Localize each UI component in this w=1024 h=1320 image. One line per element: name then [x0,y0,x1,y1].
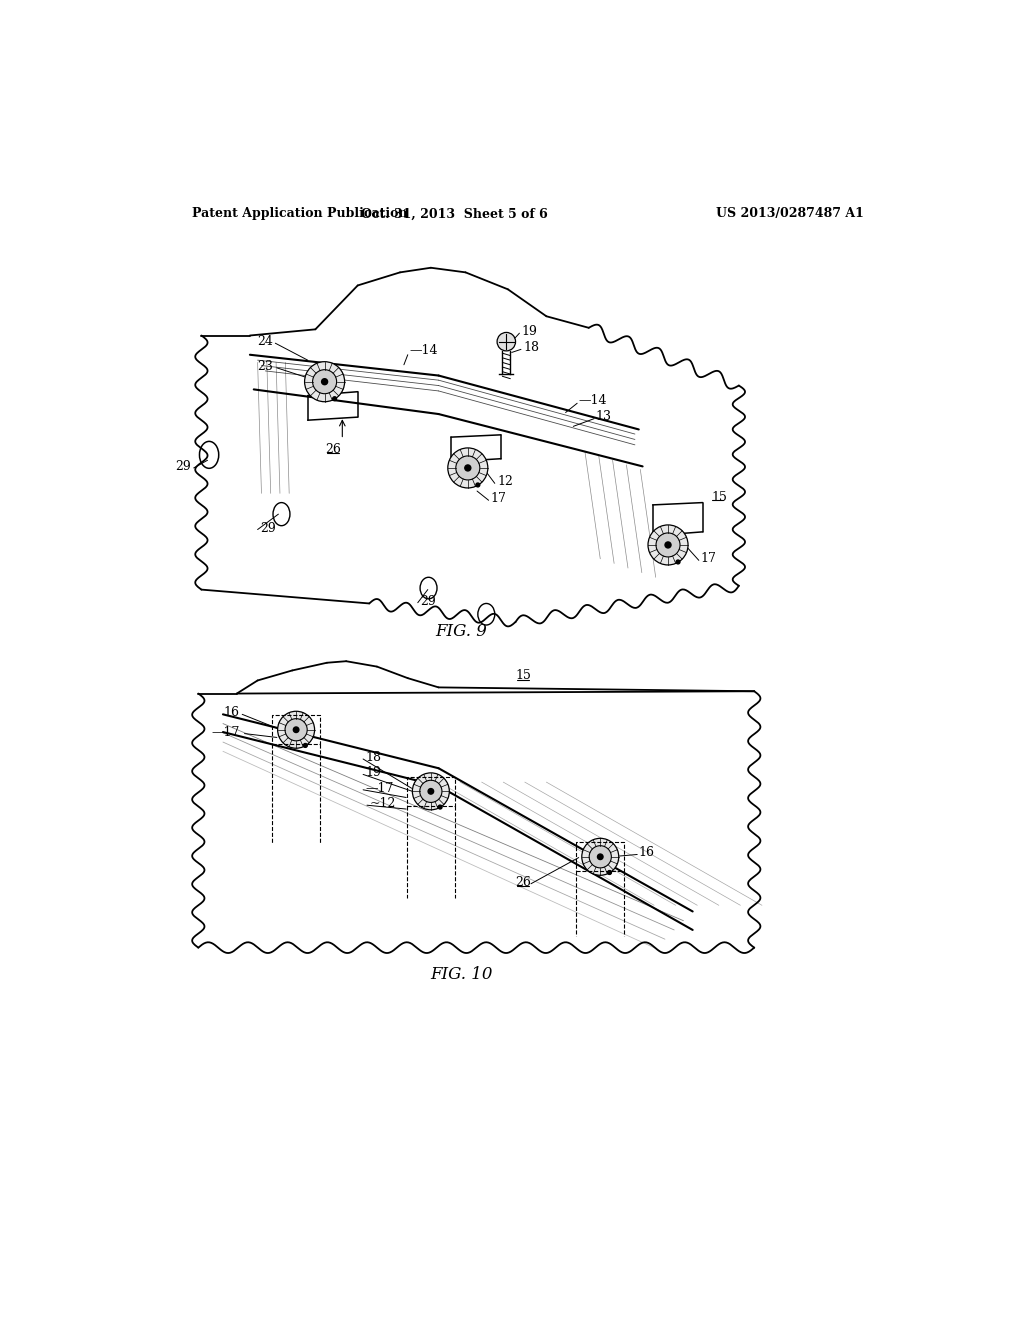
Text: FIG. 10: FIG. 10 [430,966,493,983]
Circle shape [476,483,480,487]
Text: 17: 17 [700,552,716,565]
Circle shape [438,805,442,809]
Circle shape [413,774,450,810]
Circle shape [285,718,307,741]
Circle shape [278,711,314,748]
Text: 12: 12 [497,475,513,488]
Circle shape [607,871,611,874]
Text: 23: 23 [257,360,273,372]
Circle shape [665,543,671,548]
Text: Oct. 31, 2013  Sheet 5 of 6: Oct. 31, 2013 Sheet 5 of 6 [360,207,548,220]
Text: FIG. 9: FIG. 9 [436,623,487,640]
Text: Patent Application Publication: Patent Application Publication [193,207,408,220]
Circle shape [420,780,442,803]
Text: —14: —14 [410,345,438,358]
Circle shape [676,560,680,564]
Circle shape [656,533,680,557]
Text: 26: 26 [515,875,531,888]
Text: US 2013/0287487 A1: US 2013/0287487 A1 [716,207,863,220]
Text: 29: 29 [175,459,190,473]
Text: 26: 26 [326,444,341,455]
Text: —17: —17 [366,781,394,795]
Text: 24: 24 [257,335,273,348]
Text: —14: —14 [579,395,607,408]
Text: 18: 18 [523,342,540,354]
Circle shape [597,854,603,859]
Circle shape [447,447,487,488]
Text: 18: 18 [366,751,381,764]
Text: 13: 13 [596,409,611,422]
Circle shape [582,838,618,875]
Text: 17: 17 [490,492,507,506]
Text: 15: 15 [712,491,728,504]
Circle shape [304,362,345,401]
Circle shape [312,370,337,393]
Circle shape [333,397,337,401]
Text: 19: 19 [366,767,381,779]
Circle shape [465,465,471,471]
Text: 19: 19 [521,325,538,338]
Text: —17: —17 [212,726,240,739]
Text: 29: 29 [420,594,436,607]
Text: 16: 16 [224,706,240,719]
Text: 16: 16 [639,846,654,859]
Circle shape [293,727,299,733]
Text: 15: 15 [515,669,531,682]
Circle shape [497,333,515,351]
Circle shape [589,846,611,867]
Text: 29: 29 [260,521,275,535]
Circle shape [303,743,307,747]
Circle shape [648,525,688,565]
Circle shape [322,379,328,384]
Text: ~12: ~12 [370,797,395,810]
Circle shape [428,788,433,795]
Circle shape [456,455,480,480]
